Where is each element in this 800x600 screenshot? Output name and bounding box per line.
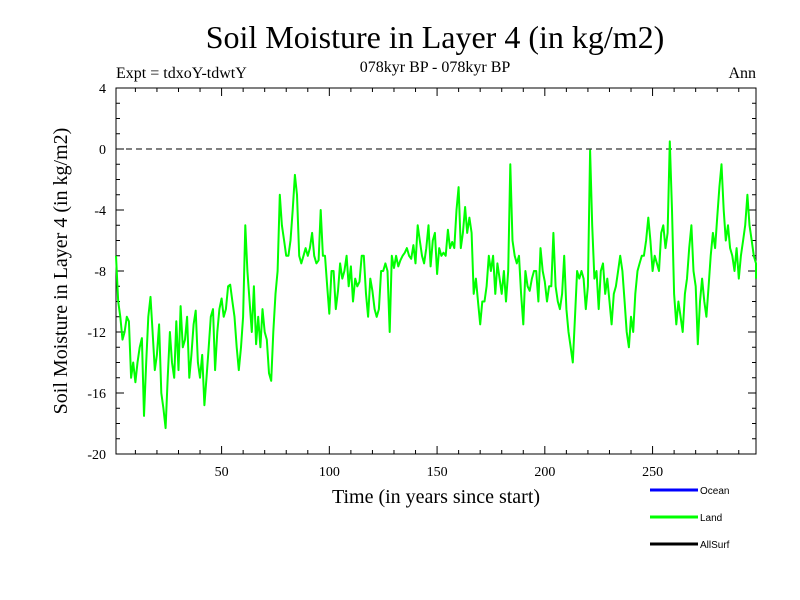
legend-label-allsurf: AllSurf <box>700 540 730 551</box>
x-tick-label: 250 <box>642 465 663 480</box>
period-label: Ann <box>728 65 756 82</box>
x-axis-label: Time (in years since start) <box>332 486 540 508</box>
axis-tick-labels: -20 -16 -12 -8 -4 0 4 50 100 150 200 250 <box>87 82 663 480</box>
x-tick-label: 150 <box>427 465 448 480</box>
y-tick-label: -20 <box>87 448 106 463</box>
y-tick-label: 0 <box>99 143 106 158</box>
legend: Ocean Land AllSurf <box>650 486 730 551</box>
x-tick-label: 100 <box>319 465 340 480</box>
chart-title: Soil Moisture in Layer 4 (in kg/m2) <box>206 19 665 55</box>
axis-ticks <box>116 87 756 455</box>
y-tick-label: -4 <box>94 204 106 219</box>
land-series-line <box>115 140 757 430</box>
y-tick-label: -16 <box>87 387 106 402</box>
y-tick-label: -12 <box>87 326 106 341</box>
y-tick-label: -8 <box>94 265 106 280</box>
legend-label-land: Land <box>700 513 722 524</box>
y-axis-label: Soil Moisture in Layer 4 (in kg/m2) <box>50 128 72 415</box>
x-tick-label: 50 <box>215 465 229 480</box>
y-tick-label: 4 <box>99 82 106 97</box>
x-tick-label: 200 <box>534 465 555 480</box>
legend-label-ocean: Ocean <box>700 486 729 497</box>
chart-subtitle: 078kyr BP - 078kyr BP <box>360 59 511 76</box>
experiment-label: Expt = tdxoY-tdwtY <box>116 65 247 82</box>
